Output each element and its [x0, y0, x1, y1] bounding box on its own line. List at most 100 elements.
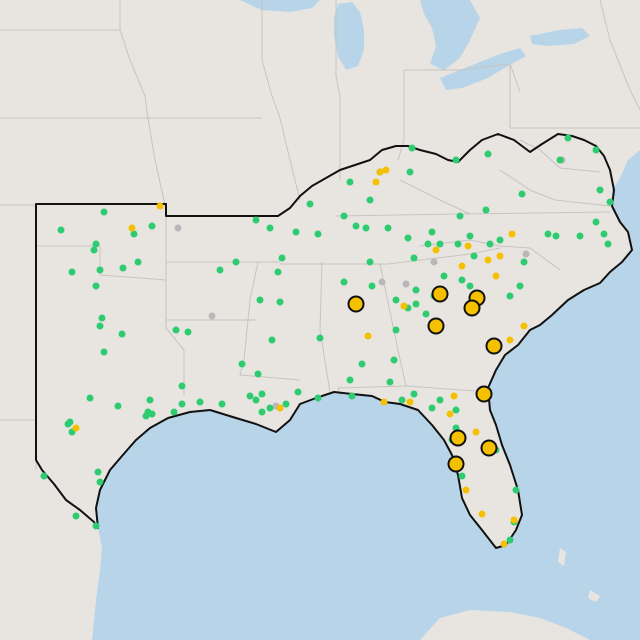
site-marker-yellow[interactable]: [458, 262, 466, 270]
site-marker-highlight[interactable]: [427, 317, 445, 335]
site-marker-green[interactable]: [606, 198, 614, 206]
site-marker-green[interactable]: [506, 292, 514, 300]
site-marker-gray[interactable]: [402, 280, 410, 288]
site-marker-yellow[interactable]: [380, 398, 388, 406]
site-marker-green[interactable]: [392, 296, 400, 304]
site-marker-green[interactable]: [512, 486, 520, 494]
site-marker-green[interactable]: [196, 398, 204, 406]
site-marker-green[interactable]: [96, 266, 104, 274]
site-marker-green[interactable]: [258, 408, 266, 416]
site-marker-green[interactable]: [366, 258, 374, 266]
site-marker-green[interactable]: [266, 404, 274, 412]
site-marker-green[interactable]: [184, 328, 192, 336]
site-marker-green[interactable]: [482, 206, 490, 214]
site-marker-green[interactable]: [40, 472, 48, 480]
site-marker-green[interactable]: [520, 258, 528, 266]
site-marker-yellow[interactable]: [508, 230, 516, 238]
site-marker-green[interactable]: [408, 144, 416, 152]
site-marker-yellow[interactable]: [520, 322, 528, 330]
site-marker-green[interactable]: [470, 252, 478, 260]
site-marker-green[interactable]: [282, 400, 290, 408]
site-marker-yellow[interactable]: [462, 486, 470, 494]
site-marker-green[interactable]: [258, 390, 266, 398]
site-marker-green[interactable]: [454, 240, 462, 248]
site-marker-yellow[interactable]: [376, 168, 384, 176]
site-marker-green[interactable]: [352, 222, 360, 230]
site-marker-highlight[interactable]: [447, 455, 465, 473]
site-marker-green[interactable]: [256, 296, 264, 304]
site-marker-green[interactable]: [130, 230, 138, 238]
site-marker-green[interactable]: [398, 396, 406, 404]
site-marker-green[interactable]: [148, 410, 156, 418]
site-marker-yellow[interactable]: [510, 516, 518, 524]
site-marker-highlight[interactable]: [431, 285, 449, 303]
site-marker-green[interactable]: [486, 240, 494, 248]
site-marker-yellow[interactable]: [506, 336, 514, 344]
site-marker-green[interactable]: [178, 400, 186, 408]
site-marker-green[interactable]: [254, 370, 262, 378]
site-marker-green[interactable]: [340, 278, 348, 286]
site-marker-green[interactable]: [552, 232, 560, 240]
site-marker-green[interactable]: [100, 348, 108, 356]
site-marker-green[interactable]: [252, 216, 260, 224]
site-marker-yellow[interactable]: [496, 252, 504, 260]
site-marker-green[interactable]: [278, 254, 286, 262]
site-marker-green[interactable]: [218, 400, 226, 408]
site-marker-yellow[interactable]: [372, 178, 380, 186]
site-marker-green[interactable]: [92, 240, 100, 248]
site-marker-green[interactable]: [428, 228, 436, 236]
site-marker-gray[interactable]: [208, 312, 216, 320]
site-marker-green[interactable]: [576, 232, 584, 240]
site-marker-yellow[interactable]: [484, 256, 492, 264]
site-marker-yellow[interactable]: [500, 540, 508, 548]
site-marker-green[interactable]: [238, 360, 246, 368]
site-marker-green[interactable]: [348, 392, 356, 400]
site-marker-green[interactable]: [306, 200, 314, 208]
site-marker-green[interactable]: [452, 156, 460, 164]
site-marker-green[interactable]: [368, 282, 376, 290]
site-marker-green[interactable]: [458, 472, 466, 480]
site-marker-green[interactable]: [276, 298, 284, 306]
site-marker-green[interactable]: [436, 240, 444, 248]
site-marker-gray[interactable]: [430, 258, 438, 266]
site-marker-green[interactable]: [390, 356, 398, 364]
site-marker-highlight[interactable]: [463, 299, 481, 317]
site-marker-yellow[interactable]: [432, 246, 440, 254]
site-marker-green[interactable]: [100, 208, 108, 216]
site-marker-green[interactable]: [178, 382, 186, 390]
site-marker-yellow[interactable]: [382, 166, 390, 174]
site-marker-green[interactable]: [57, 226, 65, 234]
site-marker-green[interactable]: [216, 266, 224, 274]
site-marker-green[interactable]: [564, 134, 572, 142]
site-marker-green[interactable]: [362, 224, 370, 232]
site-marker-green[interactable]: [456, 212, 464, 220]
site-marker-green[interactable]: [458, 276, 466, 284]
site-marker-green[interactable]: [412, 286, 420, 294]
site-marker-green[interactable]: [484, 150, 492, 158]
site-marker-yellow[interactable]: [276, 404, 284, 412]
site-marker-green[interactable]: [252, 396, 260, 404]
site-marker-gray[interactable]: [378, 278, 386, 286]
site-marker-green[interactable]: [316, 334, 324, 342]
site-marker-green[interactable]: [172, 326, 180, 334]
site-marker-green[interactable]: [596, 186, 604, 194]
site-marker-green[interactable]: [466, 282, 474, 290]
site-marker-green[interactable]: [516, 282, 524, 290]
site-marker-green[interactable]: [246, 392, 254, 400]
site-marker-yellow[interactable]: [472, 428, 480, 436]
site-marker-green[interactable]: [358, 360, 366, 368]
site-marker-green[interactable]: [98, 314, 106, 322]
site-marker-yellow[interactable]: [464, 242, 472, 250]
site-marker-green[interactable]: [604, 240, 612, 248]
site-marker-green[interactable]: [86, 394, 94, 402]
site-marker-green[interactable]: [340, 212, 348, 220]
site-marker-green[interactable]: [556, 156, 564, 164]
site-marker-green[interactable]: [68, 268, 76, 276]
site-marker-highlight[interactable]: [347, 295, 365, 313]
site-marker-green[interactable]: [292, 228, 300, 236]
site-marker-green[interactable]: [592, 218, 600, 226]
site-marker-green[interactable]: [66, 418, 74, 426]
site-marker-yellow[interactable]: [72, 424, 80, 432]
site-marker-green[interactable]: [346, 376, 354, 384]
